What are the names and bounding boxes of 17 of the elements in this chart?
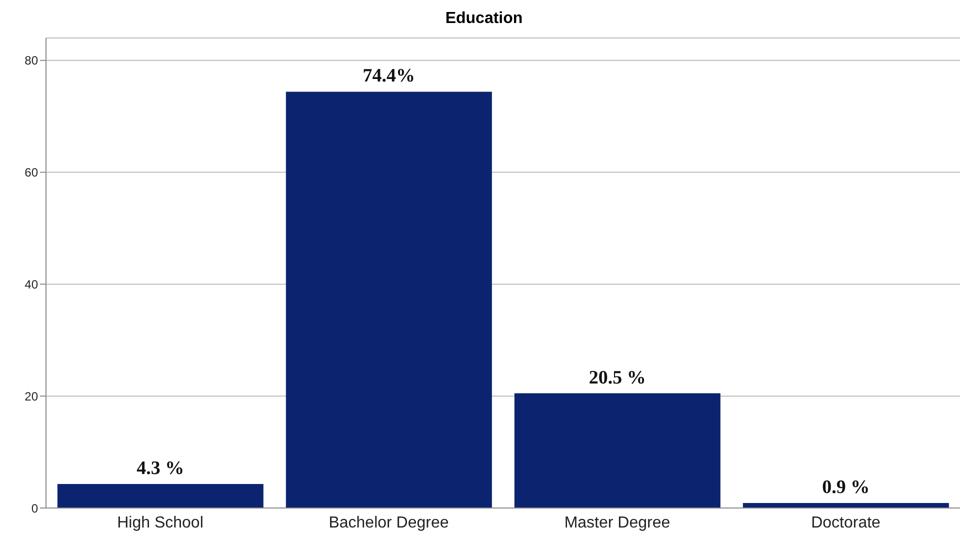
y-tick-label: 0: [31, 501, 38, 516]
x-tick-label: Doctorate: [811, 514, 881, 532]
chart-title: Education: [444, 9, 524, 29]
y-tick-label: 20: [24, 389, 38, 404]
y-tick-label: 40: [24, 277, 38, 292]
data-label: 20.5 %: [588, 367, 646, 388]
y-tick-label: 80: [24, 54, 38, 68]
data-label: 74.4%: [362, 66, 416, 87]
data-label: 0.9 %: [822, 476, 870, 498]
data-label: 4.3 %: [136, 458, 184, 479]
x-tick-label: High School: [117, 514, 204, 532]
bar: [286, 92, 492, 508]
bar: [514, 393, 720, 508]
bar: [57, 484, 264, 508]
x-tick-label: Master Degree: [564, 514, 670, 532]
x-tick-label: Bachelor Degree: [328, 514, 449, 532]
y-tick-label: 60: [24, 166, 38, 180]
